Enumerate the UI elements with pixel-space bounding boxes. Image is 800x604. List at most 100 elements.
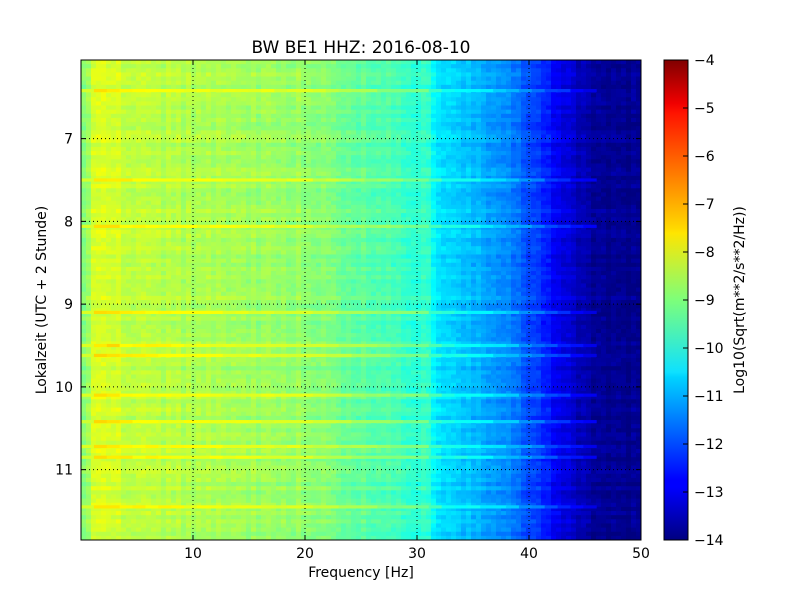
heatmap-cell: [111, 163, 117, 169]
heatmap-cell: [231, 490, 237, 496]
heatmap-cell: [271, 254, 277, 260]
heatmap-cell: [131, 461, 137, 467]
heatmap-cell: [291, 436, 297, 442]
heatmap-cell: [176, 349, 182, 355]
heatmap-cell: [236, 105, 242, 111]
heatmap-cell: [171, 527, 177, 533]
heatmap-cell: [191, 167, 197, 173]
heatmap-cell: [246, 399, 252, 405]
heatmap-cell: [201, 349, 207, 355]
heatmap-cell: [156, 432, 162, 438]
heatmap-cell: [186, 461, 192, 467]
heatmap-cell: [91, 122, 97, 127]
heatmap-cell: [136, 316, 142, 322]
heatmap-cell: [236, 60, 242, 65]
heatmap-cell: [206, 68, 212, 74]
heatmap-cell: [251, 494, 257, 500]
heatmap-cell: [196, 448, 202, 454]
heatmap-cell: [131, 328, 137, 334]
heatmap-cell: [171, 324, 177, 330]
heatmap-cell: [86, 415, 92, 421]
heatmap-cell: [281, 200, 287, 206]
heatmap-cell: [116, 362, 122, 367]
heatmap-cell: [91, 233, 97, 239]
heatmap-cell: [121, 312, 127, 318]
heatmap-cell: [171, 163, 177, 169]
heatmap-cell: [276, 68, 282, 74]
heatmap-cell: [276, 457, 282, 462]
heatmap-cell: [266, 337, 272, 342]
heatmap-cell: [226, 486, 232, 491]
heatmap-cell: [161, 84, 167, 90]
heatmap-cell: [236, 337, 242, 342]
heatmap-cell: [291, 498, 297, 504]
heatmap-cell: [246, 515, 252, 520]
heatmap-cell: [111, 515, 117, 520]
heatmap-cell: [186, 151, 192, 156]
heatmap-cell: [91, 221, 97, 227]
heatmap-cell: [101, 469, 107, 475]
heatmap-cell: [291, 391, 297, 396]
heatmap-cell: [181, 366, 187, 371]
heatmap-cell: [136, 180, 142, 185]
heatmap-cell: [111, 424, 117, 429]
heatmap-cell: [126, 378, 132, 384]
heatmap-cell: [246, 324, 252, 330]
heatmap-cell: [206, 523, 212, 529]
heatmap-cell: [191, 515, 197, 520]
heatmap-cell: [126, 506, 132, 512]
heatmap-cell: [121, 486, 127, 491]
heatmap-cell: [121, 213, 127, 218]
heatmap-cell: [176, 453, 182, 458]
heatmap-cell: [86, 242, 92, 247]
heatmap-cell: [171, 523, 177, 529]
heatmap-cell: [271, 316, 277, 322]
heatmap-cell: [121, 440, 127, 446]
heatmap-cell: [181, 204, 187, 210]
heatmap-cell: [106, 477, 112, 483]
heatmap-cell: [251, 328, 257, 334]
heatmap-cell: [206, 527, 212, 533]
heatmap-cell: [126, 461, 132, 467]
heatmap-cell: [281, 506, 287, 512]
heatmap-cell: [101, 258, 107, 264]
heatmap-cell: [216, 374, 222, 380]
heatmap-cell: [131, 432, 137, 438]
heatmap-cell: [276, 196, 282, 202]
heatmap-cell: [201, 159, 207, 165]
heatmap-cell: [286, 180, 292, 185]
heatmap-cell: [286, 382, 292, 388]
heatmap-cell: [171, 113, 177, 119]
heatmap-cell: [276, 64, 282, 69]
heatmap-cell: [131, 68, 137, 74]
heatmap-cell: [286, 366, 292, 371]
heatmap-cell: [211, 502, 217, 508]
heatmap-cell: [196, 142, 202, 148]
heatmap-cell: [226, 366, 232, 371]
heatmap-cell: [206, 320, 212, 326]
heatmap-cell: [211, 424, 217, 429]
heatmap-cell: [166, 486, 172, 491]
heatmap-cell: [86, 60, 92, 65]
heatmap-cell: [146, 142, 152, 148]
heatmap-cell: [151, 378, 157, 384]
heatmap-cell: [271, 291, 277, 297]
heatmap-cell: [166, 151, 172, 156]
heatmap-cell: [176, 109, 182, 115]
heatmap-cell: [291, 287, 297, 293]
heatmap-cell: [181, 229, 187, 235]
heatmap-cell: [171, 382, 177, 388]
heatmap-cell: [161, 126, 167, 131]
heatmap-cell: [146, 171, 152, 177]
heatmap-cell: [216, 60, 222, 65]
heatmap-cell: [151, 407, 157, 413]
heatmap-cell: [291, 204, 297, 210]
heatmap-cell: [141, 523, 147, 529]
heatmap-cell: [96, 113, 102, 119]
heatmap-cell: [136, 76, 142, 82]
heatmap-cell: [221, 171, 227, 177]
heatmap-cell: [101, 440, 107, 446]
heatmap-cell: [141, 184, 147, 189]
heatmap-cell: [221, 254, 227, 260]
heatmap-cell: [186, 486, 192, 491]
